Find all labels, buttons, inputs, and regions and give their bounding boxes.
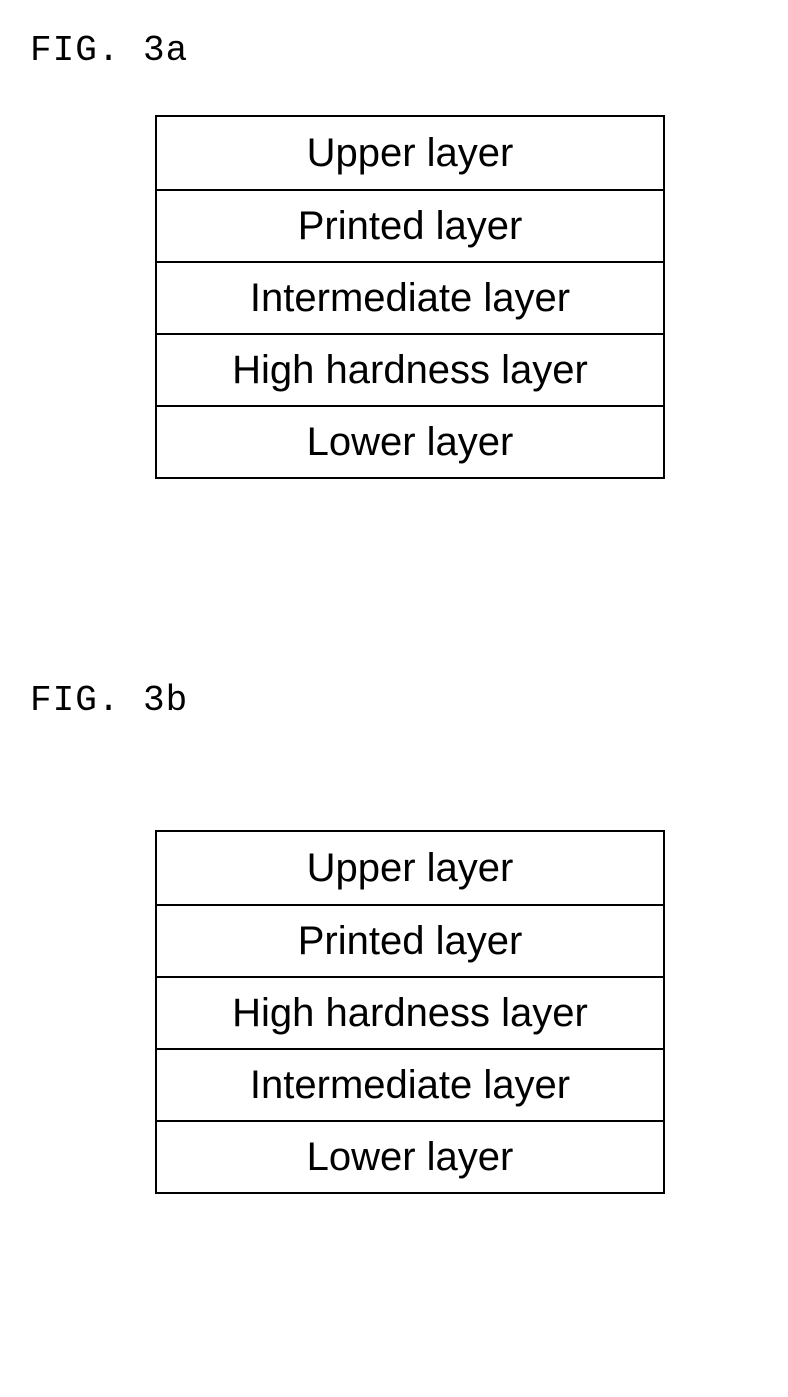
figure-label-3b: FIG. 3b xyxy=(30,680,188,721)
layer-high-hardness: High hardness layer xyxy=(157,976,663,1048)
layer-printed: Printed layer xyxy=(157,904,663,976)
layer-lower: Lower layer xyxy=(157,1120,663,1192)
layer-stack-3b: Upper layer Printed layer High hardness … xyxy=(155,830,665,1194)
page: FIG. 3a Upper layer Printed layer Interm… xyxy=(0,0,788,1397)
layer-upper: Upper layer xyxy=(157,117,663,189)
layer-printed: Printed layer xyxy=(157,189,663,261)
layer-stack-3a: Upper layer Printed layer Intermediate l… xyxy=(155,115,665,479)
figure-label-3a: FIG. 3a xyxy=(30,30,188,71)
layer-lower: Lower layer xyxy=(157,405,663,477)
layer-upper: Upper layer xyxy=(157,832,663,904)
layer-intermediate: Intermediate layer xyxy=(157,261,663,333)
layer-high-hardness: High hardness layer xyxy=(157,333,663,405)
layer-intermediate: Intermediate layer xyxy=(157,1048,663,1120)
